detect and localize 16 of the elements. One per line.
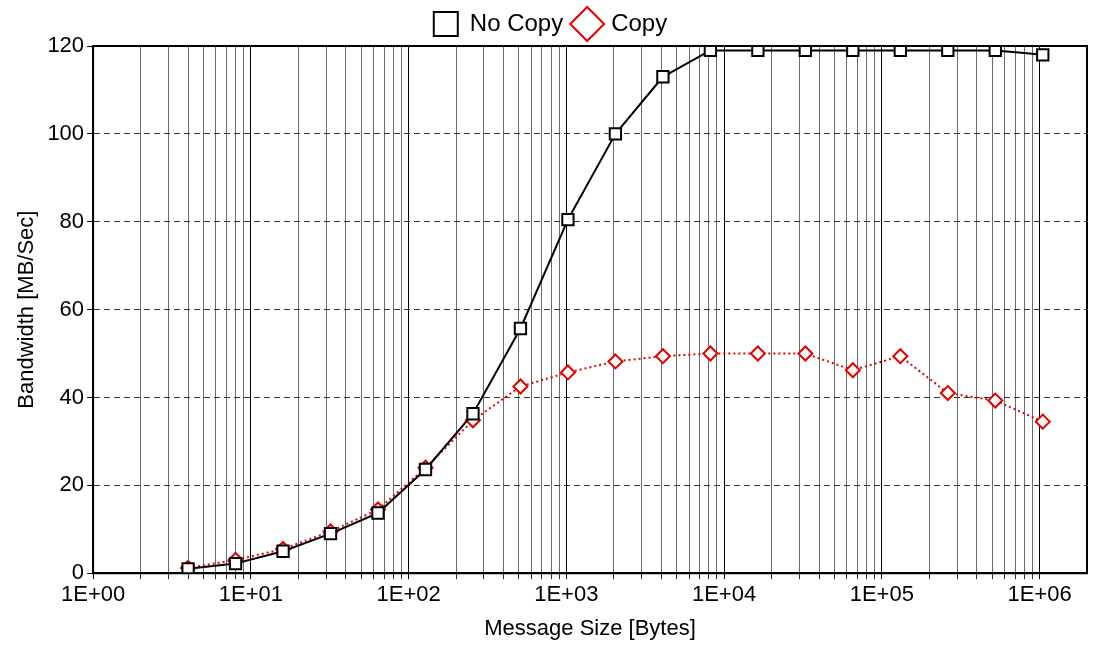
y-tick-label: 120 [47,32,85,58]
x-tick-label: 1E+01 [218,581,283,607]
x-tick-label: 1E+06 [1007,581,1072,607]
y-tick-label: 20 [59,471,85,497]
x-axis-title: Message Size [Bytes] [484,614,696,640]
x-tick-label: 1E+03 [534,581,599,607]
y-tick-label: 80 [59,207,85,233]
y-tick-label: 60 [59,295,85,321]
legend-label: No Copy [469,8,564,36]
legend-label: Copy [611,8,668,36]
x-tick-label: 1E+02 [376,581,441,607]
x-tick-label: 1E+04 [691,581,757,607]
y-tick-label: 100 [47,119,85,145]
x-tick-label: 1E+05 [849,581,914,607]
y-tick-label: 40 [59,383,85,409]
y-axis-title: Bandwidth [MB/Sec] [13,210,39,409]
